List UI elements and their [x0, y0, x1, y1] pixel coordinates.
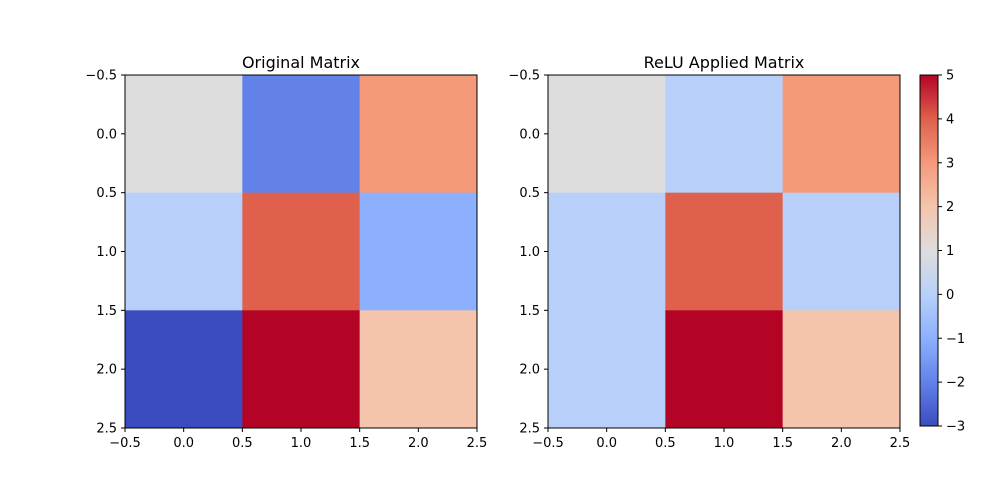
heatmap-cell-r0-c1 — [242, 75, 360, 193]
heatmap-cell-r1-c0 — [548, 192, 666, 311]
x-tick-label: 0.5 — [655, 436, 676, 451]
x-tick-label: 0.0 — [173, 436, 194, 451]
y-tick-label: 2.5 — [96, 422, 117, 437]
colorbar-tick-label: −1 — [946, 332, 965, 347]
heatmap-cell-r0-c1 — [665, 75, 783, 193]
heatmap-cell-r1-c2 — [782, 192, 901, 311]
heatmap-cell-r2-c0 — [548, 310, 666, 429]
heatmap-cell-r1-c1 — [665, 192, 783, 311]
heatmap-cell-r1-c1 — [242, 192, 360, 311]
y-tick-label: −0.5 — [508, 69, 540, 84]
colorbar-tick-label: 0 — [946, 288, 954, 303]
y-tick-label: 0.0 — [96, 127, 117, 142]
colorbar-gradient — [920, 75, 938, 426]
y-tick-label: 1.5 — [519, 304, 540, 319]
heatmap-cell-r2-c1 — [242, 310, 360, 429]
y-tick-label: 0.5 — [96, 186, 117, 201]
heatmap-cell-r2-c1 — [665, 310, 783, 429]
x-tick-label: 2.5 — [467, 436, 488, 451]
colorbar-tick-label: 3 — [946, 156, 954, 171]
y-tick-label: 1.0 — [519, 245, 540, 260]
heatmap-cell-r0-c0 — [125, 75, 243, 193]
colorbar-tick-label: −2 — [946, 376, 965, 391]
heatmap-cell-r2-c2 — [782, 310, 901, 429]
y-tick-label: 0.5 — [519, 186, 540, 201]
x-tick-label: 1.0 — [291, 436, 312, 451]
x-tick-label: 2.5 — [890, 436, 911, 451]
heatmap-cell-r0-c2 — [782, 75, 901, 193]
colorbar: −3 −2 −1 0 1 2 3 4 5 — [919, 69, 965, 435]
x-tick-label: −0.5 — [532, 436, 564, 451]
heatmap-cell-r2-c2 — [359, 310, 478, 429]
x-tick-label: 1.5 — [772, 436, 793, 451]
colorbar-tick-label: −3 — [946, 420, 965, 435]
y-tick-label: −0.5 — [85, 69, 117, 84]
heatmap-cell-r2-c0 — [125, 310, 243, 429]
colorbar-tick-label: 1 — [946, 244, 954, 259]
chart-title-original: Original Matrix — [242, 53, 360, 72]
y-tick-label: 2.0 — [519, 363, 540, 378]
x-tick-label: 1.5 — [349, 436, 370, 451]
y-tick-label: 1.0 — [96, 245, 117, 260]
heatmap-cell-r1-c0 — [125, 192, 243, 311]
x-tick-label: 2.0 — [408, 436, 429, 451]
x-tick-label: 0.5 — [232, 436, 253, 451]
heatmap-cell-r1-c2 — [359, 192, 478, 311]
chart-title-relu: ReLU Applied Matrix — [644, 53, 805, 72]
heatmap-cell-r0-c2 — [359, 75, 478, 193]
y-tick-label: 1.5 — [96, 304, 117, 319]
x-tick-label: 2.0 — [831, 436, 852, 451]
colorbar-tick-label: 4 — [946, 112, 954, 127]
x-tick-label: −0.5 — [109, 436, 141, 451]
y-tick-label: 2.0 — [96, 363, 117, 378]
y-tick-label: 2.5 — [519, 422, 540, 437]
heatmap-relu: ReLU Applied Matrix −0.5 0.0 0.5 1.0 1.5 2.0 2… — [508, 53, 910, 451]
colorbar-tick-label: 2 — [946, 200, 954, 215]
x-tick-label: 0.0 — [596, 436, 617, 451]
x-tick-label: 1.0 — [714, 436, 735, 451]
colorbar-tick-label: 5 — [946, 69, 954, 84]
heatmap-original: Original Matrix −0.5 0.0 0.5 1.0 1.5 2.0 2.5−0… — [85, 53, 487, 451]
y-tick-label: 0.0 — [519, 127, 540, 142]
heatmap-cell-r0-c0 — [548, 75, 666, 193]
